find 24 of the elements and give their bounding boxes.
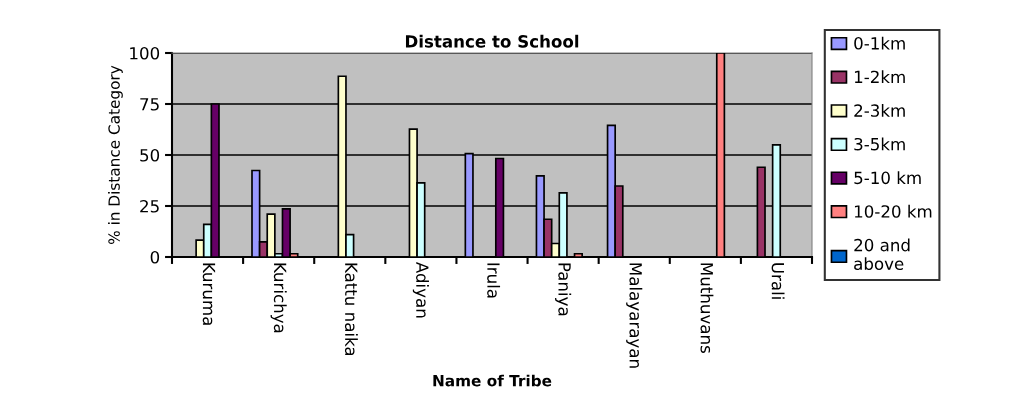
legend-label: 0-1km xyxy=(854,36,905,50)
legend-label: 1-2km xyxy=(854,70,905,84)
x-tick-label: Irula xyxy=(487,263,501,298)
x-tick-label: Adiyan xyxy=(412,261,429,318)
y-tick-label: 0 xyxy=(150,250,160,264)
y-tick-label: 100 xyxy=(130,46,160,60)
y-axis-title: % in Distance Category xyxy=(108,65,123,244)
x-tick-label: Urali xyxy=(771,263,785,299)
legend-label: 5-10 km xyxy=(854,171,921,185)
x-tick-label: Malayarayan xyxy=(626,263,643,368)
x-tick-label: Paniya xyxy=(555,263,572,316)
legend-label: 2-3km xyxy=(854,103,905,117)
legend-label: 10-20 km xyxy=(854,204,932,218)
x-tick-label: Muthuvans xyxy=(700,263,714,353)
y-tick-label: 75 xyxy=(140,98,159,111)
x-axis-title: Name of Tribe xyxy=(433,374,552,387)
chart-title: Distance to School xyxy=(405,34,579,48)
legend-label: 3-5km xyxy=(854,137,905,151)
x-tick-label: Kuruma xyxy=(202,263,216,325)
y-tick-label: 25 xyxy=(140,199,159,213)
legend-label: 20 and above xyxy=(854,238,910,271)
x-tick-label: Kurichya xyxy=(270,263,287,333)
x-tick-label: Kattu naika xyxy=(344,263,358,356)
y-tick-label: 50 xyxy=(140,148,160,162)
